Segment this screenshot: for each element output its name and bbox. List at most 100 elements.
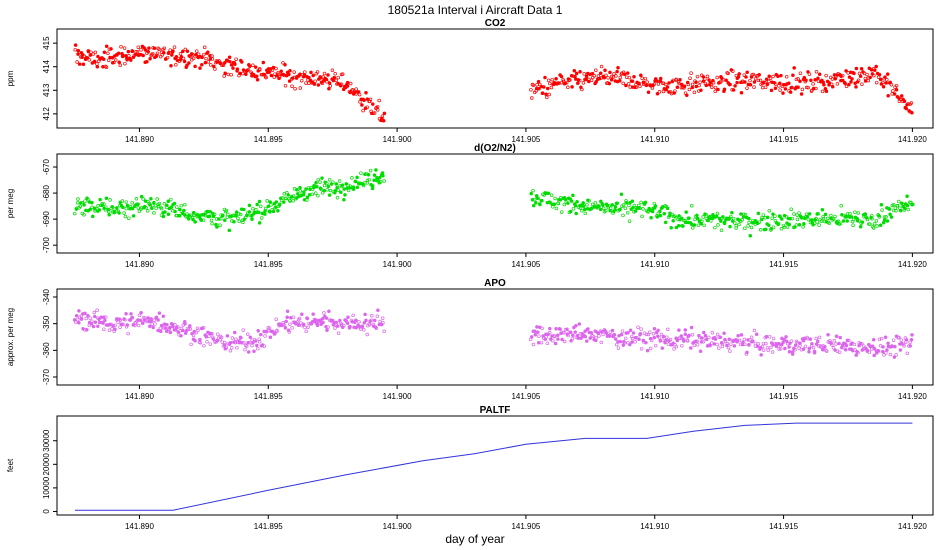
data-point-o2n2-seg2	[747, 220, 751, 225]
data-point-apo-seg1	[256, 346, 260, 351]
data-point-co2-seg2	[745, 70, 749, 75]
data-point-o2n2-seg2	[797, 223, 802, 227]
data-point-o2n2-seg2	[898, 208, 903, 213]
data-point-o2n2-seg1	[209, 218, 214, 223]
data-point-co2-seg2	[731, 88, 736, 92]
data-point-o2n2-seg2	[585, 202, 589, 207]
data-point-co2-seg2	[542, 85, 546, 89]
data-point-o2n2-seg2	[646, 210, 650, 214]
data-point-co2-seg2	[643, 76, 648, 81]
data-point-apo-seg2	[644, 332, 649, 337]
data-point-apo-seg1	[257, 340, 262, 344]
data-point-co2-seg1	[381, 119, 386, 123]
data-point-co2-seg1	[251, 63, 255, 67]
data-point-co2-seg2	[621, 81, 625, 86]
data-point-co2-seg2	[577, 78, 582, 83]
data-point-o2n2-seg2	[581, 201, 585, 205]
data-point-apo-seg1	[273, 331, 277, 336]
data-point-apo-seg2	[759, 353, 763, 357]
data-point-co2-seg2	[796, 85, 800, 90]
data-point-co2-seg1	[182, 59, 187, 64]
data-point-o2n2-seg1	[337, 179, 342, 183]
data-point-co2-seg1	[116, 51, 121, 56]
data-point-co2-seg2	[584, 74, 589, 79]
data-point-o2n2-seg2	[743, 226, 747, 231]
data-point-apo-seg1	[219, 335, 224, 340]
data-point-co2-seg2	[889, 83, 894, 87]
data-point-apo-seg1	[96, 324, 100, 329]
data-point-o2n2-seg2	[781, 223, 786, 228]
data-point-co2-seg1	[87, 58, 91, 62]
data-point-apo-seg1	[267, 326, 272, 330]
data-point-co2-seg1	[339, 82, 344, 87]
data-point-o2n2-seg1	[166, 212, 171, 216]
data-point-o2n2-seg2	[702, 223, 706, 228]
data-point-o2n2-seg2	[767, 208, 772, 213]
data-point-o2n2-seg1	[258, 204, 263, 209]
x-tick-label-apo: 141.905	[511, 392, 540, 401]
data-point-apo-seg2	[689, 325, 694, 330]
data-point-co2-seg2	[603, 68, 607, 73]
data-point-o2n2-seg2	[858, 225, 863, 229]
data-point-co2-seg1	[312, 82, 317, 86]
data-point-o2n2-seg2	[779, 227, 784, 231]
data-point-o2n2-seg1	[327, 177, 332, 182]
data-point-co2-seg2	[574, 71, 579, 76]
data-point-o2n2-seg1	[382, 179, 386, 183]
series-line-paltf	[75, 422, 913, 511]
data-point-apo-seg2	[807, 350, 811, 354]
data-point-co2-seg2	[737, 72, 741, 76]
data-point-apo-seg1	[360, 324, 365, 329]
data-point-o2n2-seg2	[696, 223, 701, 227]
data-point-apo-seg2	[682, 339, 686, 343]
data-point-o2n2-seg2	[641, 207, 645, 211]
data-point-co2-seg2	[529, 87, 533, 92]
data-point-apo-seg2	[844, 343, 849, 348]
data-point-co2-seg1	[188, 54, 192, 59]
data-point-apo-seg2	[626, 331, 630, 335]
data-point-o2n2-seg1	[367, 177, 371, 182]
data-point-co2-seg1	[181, 49, 185, 54]
data-point-apo-seg2	[620, 329, 625, 333]
data-point-o2n2-seg1	[259, 216, 264, 220]
data-point-o2n2-seg1	[82, 212, 86, 217]
data-point-co2-seg1	[307, 81, 311, 85]
data-point-o2n2-seg1	[166, 199, 171, 203]
data-point-o2n2-seg1	[124, 206, 129, 211]
data-point-apo-seg2	[853, 348, 857, 352]
data-point-co2-seg1	[253, 65, 258, 69]
data-point-apo-seg2	[830, 343, 834, 347]
data-point-co2-seg2	[781, 91, 785, 95]
data-point-apo-seg1	[171, 324, 175, 329]
data-point-co2-seg2	[697, 83, 701, 88]
data-point-co2-seg1	[206, 60, 211, 64]
data-point-co2-seg1	[178, 57, 183, 62]
data-point-o2n2-seg1	[219, 217, 223, 221]
y-tick-label-co2: 413	[42, 83, 51, 97]
plot-frame-o2n2	[56, 153, 934, 254]
data-point-apo-seg2	[872, 347, 877, 351]
data-point-o2n2-seg2	[610, 203, 615, 207]
data-point-apo-seg1	[373, 318, 377, 323]
data-point-apo-seg1	[324, 316, 329, 320]
data-point-apo-seg1	[208, 342, 213, 346]
data-point-apo-seg2	[556, 337, 560, 341]
data-point-apo-seg2	[722, 331, 726, 336]
data-point-o2n2-seg2	[665, 206, 670, 211]
data-point-apo-seg2	[884, 351, 888, 355]
data-point-co2-seg1	[106, 51, 110, 56]
data-point-co2-seg2	[833, 75, 838, 79]
data-point-apo-seg2	[736, 333, 740, 338]
data-point-o2n2-seg2	[627, 219, 632, 223]
data-point-co2-seg1	[354, 92, 358, 96]
data-point-o2n2-seg1	[241, 220, 245, 225]
data-point-co2-seg2	[840, 78, 845, 83]
data-point-co2-seg2	[751, 72, 756, 77]
data-point-o2n2-seg1	[365, 181, 370, 185]
data-point-o2n2-seg1	[191, 217, 195, 222]
data-point-o2n2-seg2	[676, 223, 681, 228]
data-point-apo-seg2	[619, 332, 624, 337]
data-point-o2n2-seg2	[689, 222, 694, 227]
data-point-apo-seg1	[129, 312, 133, 316]
panel-o2n2: d(O2/N2) per meg 141.890 141.895 141.900 141.…	[6, 143, 934, 269]
